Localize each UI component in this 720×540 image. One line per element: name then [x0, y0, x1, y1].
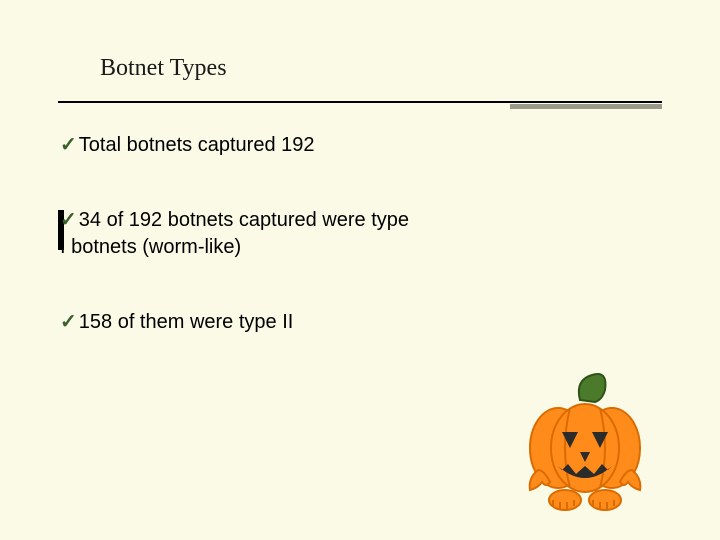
bullet-item: ✓158 of them were type II: [60, 309, 420, 336]
bullet-text: Total botnets captured 192: [79, 134, 315, 156]
check-icon: ✓: [60, 134, 77, 156]
check-icon: ✓: [60, 209, 77, 231]
bullet-list: ✓Total botnets captured 192 ✓34 of 192 b…: [60, 132, 420, 384]
bullet-item: ✓Total botnets captured 192: [60, 132, 420, 159]
bullet-text: 158 of them were type II: [79, 311, 294, 333]
check-icon: ✓: [60, 311, 77, 333]
slide-title: Botnet Types: [100, 55, 227, 82]
bullet-text: 34 of 192 botnets captured were type I b…: [60, 209, 409, 258]
title-rule: [58, 101, 662, 103]
bullet-item: ✓34 of 192 botnets captured were type I …: [60, 207, 420, 261]
pumpkin-icon: [520, 370, 650, 520]
title-rule-shadow: [510, 104, 662, 109]
